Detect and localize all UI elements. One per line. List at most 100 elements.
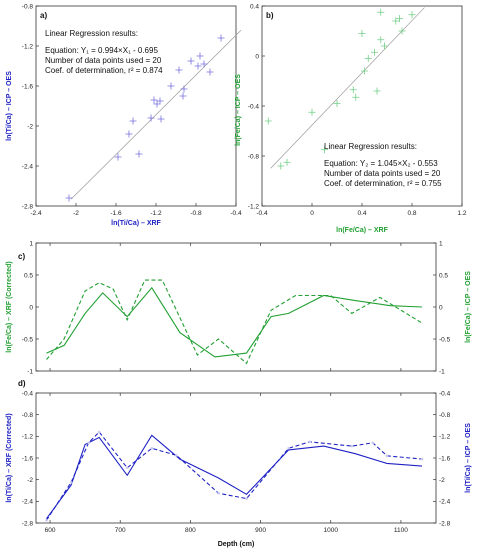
panel-d-ylabel-right: ln(Ti/Ca) – ICP – OES <box>465 423 472 493</box>
panel-a-ytick-label: -0.8 <box>22 3 34 10</box>
panel-c-ylabel-left: ln(Fe/Ca) – XRF (Corrected) <box>6 261 13 352</box>
panel-a-ytick-label: -2.4 <box>22 163 34 170</box>
panel-d-point <box>125 466 129 470</box>
panel-c-ylabel-right: ln(Fe/Ca) – ICP – OES <box>465 271 472 343</box>
panel-a-point <box>150 96 158 104</box>
panel-c: c) -1 -0.5 0 0.5 1 -1 -0.5 0 0.5 1 ln(Fe/Ca) – X… <box>6 240 472 375</box>
panel-b-point <box>371 48 378 56</box>
panel-b-point <box>381 42 388 50</box>
panel-d-ytick-label-right: -2 <box>439 477 445 484</box>
panel-d-ytick-label-right: -1.6 <box>439 455 451 462</box>
panel-a-point <box>156 97 164 105</box>
panel-a-xtick-label: -2 <box>73 210 79 217</box>
panel-d-point <box>420 457 424 461</box>
panel-a-xlabel: ln(Ti/Ca) – XRF <box>111 220 161 227</box>
panel-d-point <box>175 453 178 457</box>
panel-b-point <box>349 86 357 94</box>
panel-d-series-dashed <box>46 431 423 521</box>
panel-c-label: c) <box>18 252 25 261</box>
panel-c-ytick-label-right: -1 <box>439 368 445 375</box>
panel-b-point <box>264 117 272 125</box>
panel-a-xtick-label: -1.6 <box>110 210 122 217</box>
panel-a-xtick-label: -2.4 <box>30 210 42 217</box>
panel-a-ytick-label: -1.6 <box>22 83 34 90</box>
panel-b-point <box>358 30 366 37</box>
panel-a-ytick-label: -2 <box>27 123 33 130</box>
panel-c-frame <box>35 242 437 372</box>
panel-d-series-solid <box>46 434 423 520</box>
panel-a-label: a) <box>40 11 47 20</box>
panel-b-ytick-label: -0.4 <box>248 103 260 110</box>
panel-a-point <box>180 85 188 93</box>
panel-c-ytick-label-right: 0 <box>439 304 443 311</box>
panel-a-equation: Equation: Y₁ = 0.994×X₁ - 0.695 <box>45 46 158 55</box>
panel-d-point <box>97 430 101 434</box>
panel-a-point <box>157 115 165 123</box>
panel-b-xtick-label: -0.4 <box>256 210 268 217</box>
panel-b-xtick-label: 0 <box>310 210 314 217</box>
panel-d: d) 600 700 800 900 1000 1100 -2.8 -2.4 -2 -1.6 -1… <box>6 379 472 548</box>
panel-a-xtick-label: -1.2 <box>150 210 162 217</box>
panel-d-xtick-label: 900 <box>255 527 266 534</box>
panel-d-ytick-label-right: -0.8 <box>439 412 451 419</box>
panel-b-point <box>398 27 406 35</box>
panel-d-ytick-label-left: -1.2 <box>22 434 34 441</box>
panel-b-point <box>277 162 285 170</box>
panel-b-equation: Equation: Y₂ = 1.045×X₂ - 0.553 <box>324 159 438 168</box>
panel-b-point <box>308 108 316 116</box>
panel-d-point <box>217 491 220 495</box>
panel-d-xtick-label: 1000 <box>324 527 339 534</box>
panel-a-point <box>200 60 208 68</box>
panel-d-point <box>69 481 73 484</box>
panel-b-point <box>333 100 341 107</box>
panel-a-point <box>194 62 202 70</box>
panel-d-point <box>385 454 389 458</box>
panel-b-ytick-label: 0 <box>255 53 259 60</box>
panel-d-point <box>245 497 248 500</box>
panel-d-ytick-label-right: -1.2 <box>439 434 451 441</box>
panel-a-point <box>114 153 122 161</box>
panel-a-point <box>153 100 161 108</box>
panel-a-regression-title: Linear Regression results: <box>45 29 138 38</box>
panel-c-ytick-label-right: 1 <box>439 240 443 247</box>
panel-c-ytick-label-left: 1 <box>29 240 33 247</box>
panel-b-xtick-label: 0.4 <box>357 210 366 217</box>
panel-d-xtick-label: 700 <box>115 527 126 534</box>
panel-a-points-used: Number of data points used = 20 <box>45 56 162 65</box>
panel-b-point <box>408 11 416 19</box>
panel-b-points-used: Number of data points used = 20 <box>324 169 441 178</box>
panel-d-ylabel-left: ln(Ti/Ca) – XRF (Corrected) <box>6 413 13 502</box>
panel-b-point <box>396 15 403 22</box>
panel-a-ytick-label: -2.8 <box>22 203 34 210</box>
panel-b-xtick-label: 0.8 <box>407 210 416 217</box>
panel-a-xtick-label: -0.8 <box>190 210 202 217</box>
panel-d-point <box>308 440 311 444</box>
panel-b-ytick-label: -0.8 <box>248 153 260 160</box>
panel-d-point <box>350 444 354 448</box>
panel-c-ytick-label-left: -1 <box>27 368 33 375</box>
panel-a-point <box>206 68 214 76</box>
panel-c-series-solid <box>46 286 423 358</box>
panel-d-ytick-label-right: -2.4 <box>439 499 451 506</box>
panel-d-point <box>371 441 375 445</box>
panel-b-regression-line <box>270 7 425 169</box>
panel-d-xtick-label: 800 <box>185 527 196 534</box>
panel-b-ytick-label: 0.4 <box>250 3 259 10</box>
panel-a-point <box>175 66 183 74</box>
panel-b-point <box>392 17 400 25</box>
panel-d-label: d) <box>18 379 26 388</box>
panel-a-frame <box>35 5 237 207</box>
panel-c-series-dashed <box>46 279 423 365</box>
panel-b-regression-title: Linear Regression results: <box>324 142 417 151</box>
panel-c-ytick-label-left: 0.5 <box>24 272 33 279</box>
panel-b-point <box>321 146 328 154</box>
panel-d-frame <box>35 392 437 524</box>
panel-a: a) -2.4 -2 -1.6 -1.2 -0.8 -0.4 -2.8-2.4-2-1.6… <box>6 3 242 227</box>
panel-a-ylabel: ln(Ti/Ca) – ICP – OES <box>6 71 13 141</box>
panel-a-point <box>125 130 133 138</box>
panel-b-label: b) <box>266 11 274 20</box>
panel-d-ytick-label-left: -2.4 <box>22 499 34 506</box>
panel-b-point <box>377 8 385 16</box>
panel-c-ytick-label-right: 0.5 <box>439 272 448 279</box>
panel-a-regression-line <box>70 30 242 200</box>
